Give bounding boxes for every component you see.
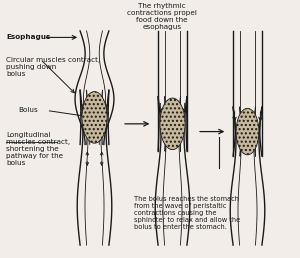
Text: Esophagus: Esophagus <box>6 34 50 41</box>
Ellipse shape <box>236 108 259 155</box>
Text: The bolus reaches the stomach
from the wave of peristaltic
contractions causing : The bolus reaches the stomach from the w… <box>134 196 240 230</box>
Ellipse shape <box>82 92 107 143</box>
Text: Longitudinal
muscles contract,
shortening the
pathway for the
bolus: Longitudinal muscles contract, shortenin… <box>6 132 70 166</box>
Ellipse shape <box>160 98 185 150</box>
Text: Bolus: Bolus <box>18 107 38 114</box>
Text: The rhythmic
contractions propel
food down the
esophagus: The rhythmic contractions propel food do… <box>127 3 197 30</box>
Text: Circular muscles contract,
pushing down
bolus: Circular muscles contract, pushing down … <box>6 57 100 77</box>
